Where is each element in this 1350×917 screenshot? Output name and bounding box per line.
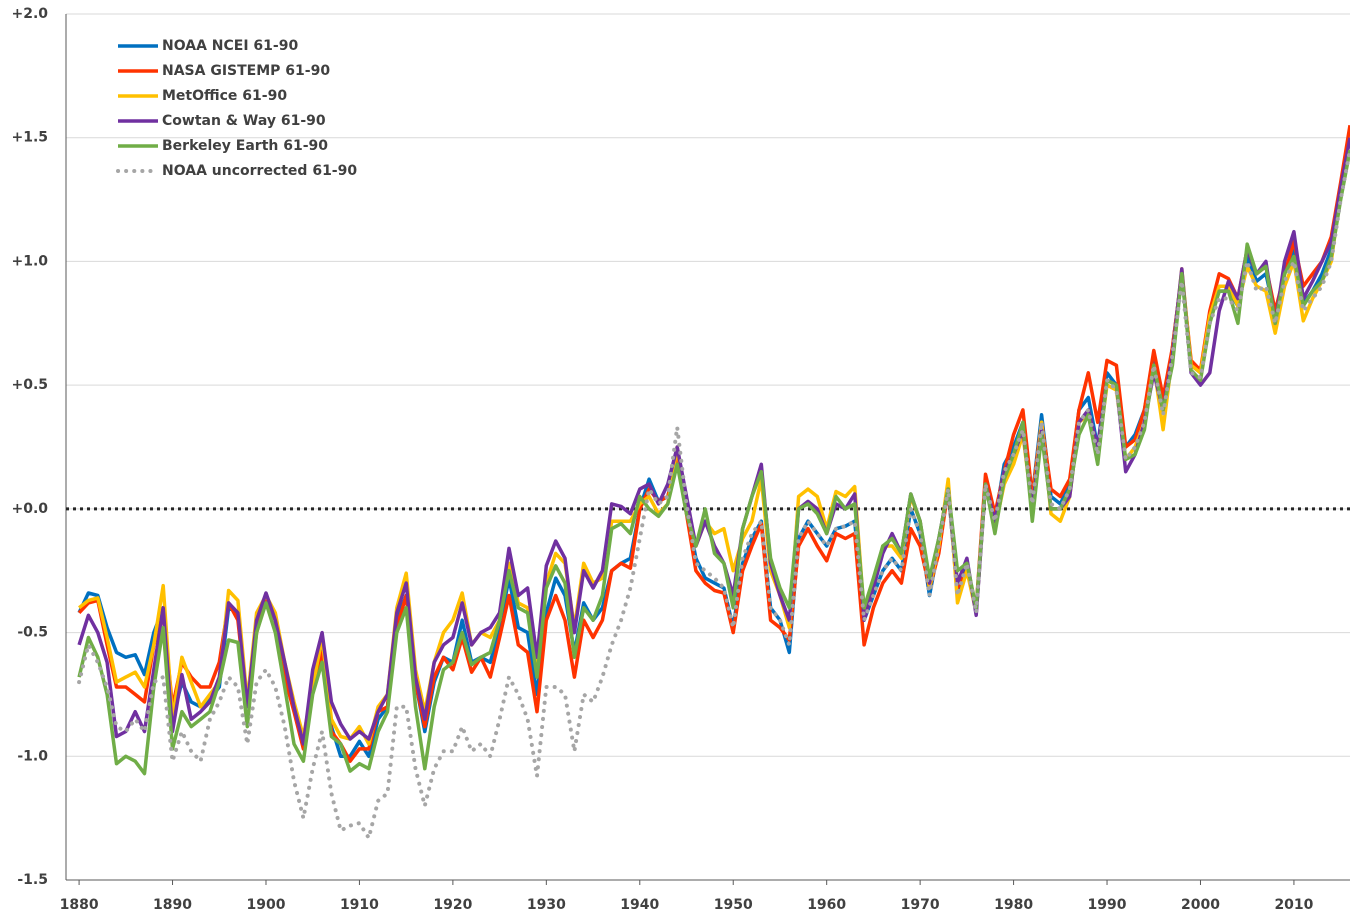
- y-tick-label: +1.0: [11, 253, 48, 269]
- y-tick-label: -1.0: [17, 748, 48, 764]
- x-tick-label: 1890: [153, 897, 192, 913]
- x-tick-label: 1960: [807, 897, 846, 913]
- y-tick-label: +2.0: [11, 6, 48, 22]
- y-tick-label: +0.5: [11, 377, 48, 393]
- x-tick-label: 1880: [60, 897, 99, 913]
- x-tick-label: 1990: [1088, 897, 1127, 913]
- x-tick-label: 1950: [714, 897, 753, 913]
- legend-label: NOAA NCEI 61-90: [162, 38, 298, 54]
- y-tick-label: -1.5: [17, 872, 48, 888]
- series-line: [77, 148, 1350, 840]
- series-line: [77, 137, 1350, 759]
- series-line: [77, 137, 1350, 746]
- y-tick-label: +1.5: [11, 130, 48, 146]
- x-tick-label: 1930: [527, 897, 566, 913]
- x-tick-label: 2010: [1274, 897, 1313, 913]
- series-line: [77, 149, 1350, 776]
- x-tick-label: 2000: [1181, 897, 1220, 913]
- x-tick-label: 1940: [620, 897, 659, 913]
- x-tick-label: 1900: [246, 897, 285, 913]
- legend-label: MetOffice 61-90: [162, 88, 287, 104]
- x-tick-label: 1970: [901, 897, 940, 913]
- x-tick-label: 1920: [433, 897, 472, 913]
- series-line: [78, 149, 1350, 746]
- legend-label: NOAA uncorrected 61-90: [162, 163, 357, 179]
- x-tick-label: 1910: [340, 897, 379, 913]
- x-tick-label: 1980: [994, 897, 1033, 913]
- legend-label: Cowtan & Way 61-90: [162, 113, 326, 129]
- y-tick-label: -0.5: [17, 625, 48, 641]
- y-tick-label: +0.0: [11, 501, 48, 517]
- series-line: [77, 125, 1350, 763]
- legend-label: Berkeley Earth 61-90: [162, 138, 328, 154]
- legend-label: NASA GISTEMP 61-90: [162, 63, 330, 79]
